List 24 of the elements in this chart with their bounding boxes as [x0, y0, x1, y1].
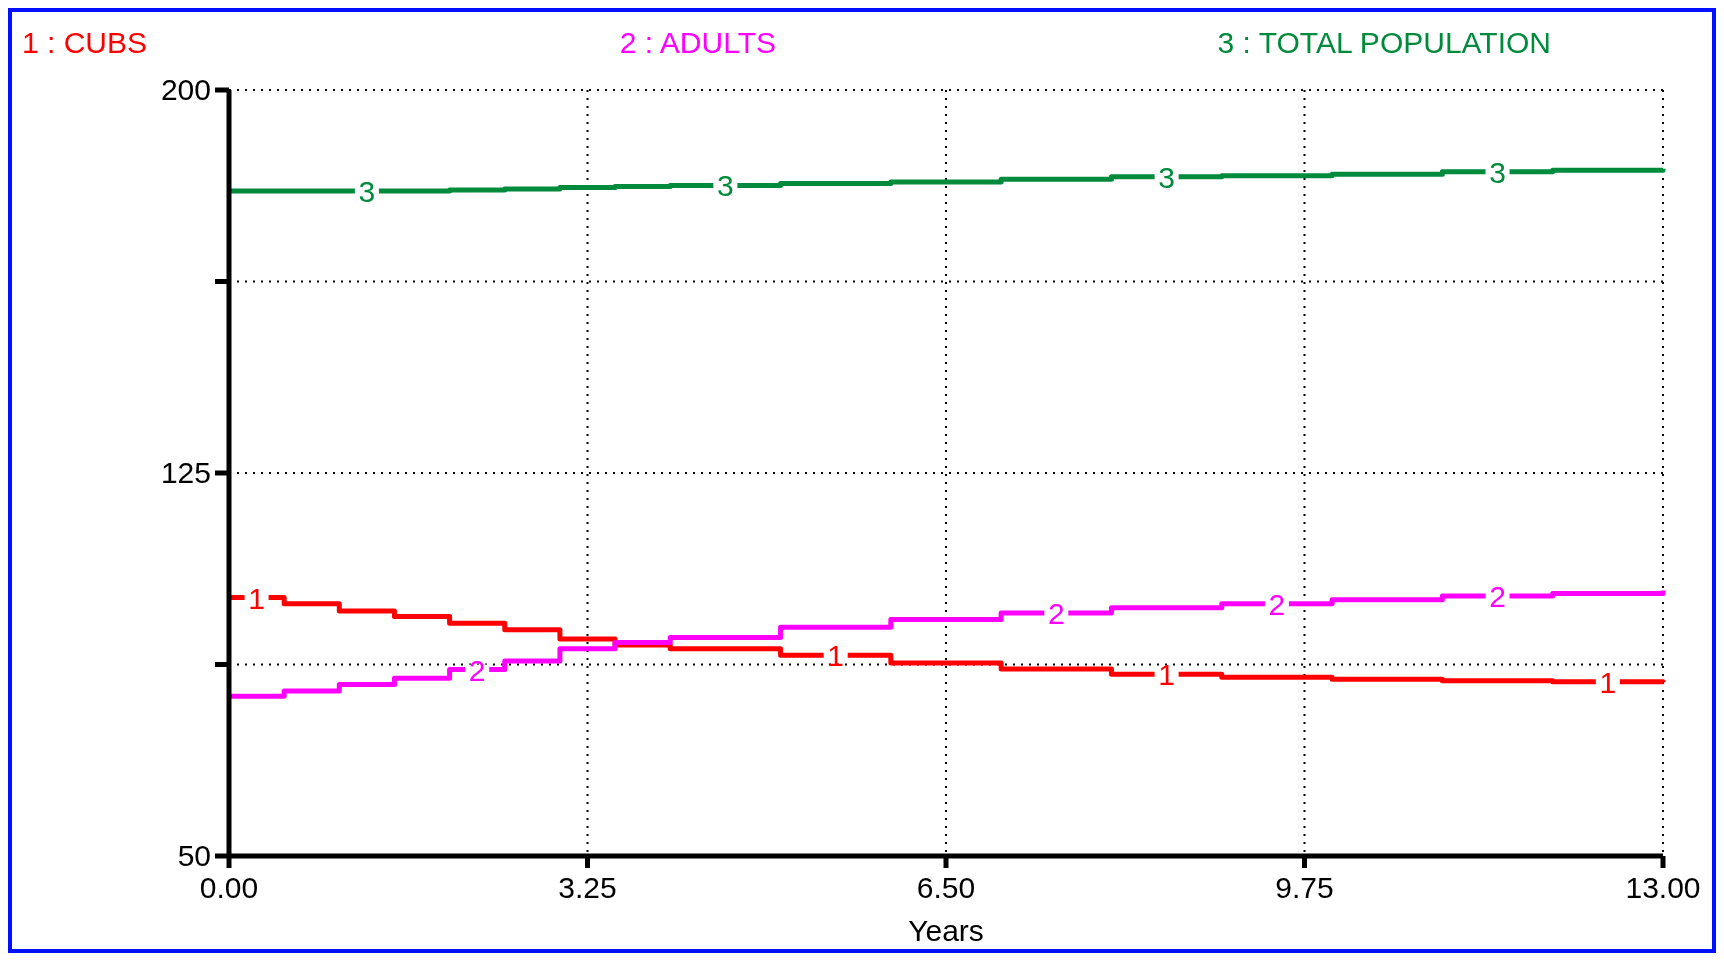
y-tick-label: 125 [160, 456, 211, 489]
annotation: 3 [1489, 155, 1506, 189]
annotation: 2 [1489, 580, 1506, 614]
text: 3 : TOTAL POPULATION [1217, 26, 1552, 59]
x-tick-label: 9.75 [1275, 871, 1334, 904]
annotation: 1 [248, 581, 265, 615]
annotation: 1 [1158, 658, 1175, 692]
text: 1 : CUBS [22, 26, 148, 59]
text: 2 : ADULTS [619, 26, 776, 59]
annotation: 2 [468, 653, 486, 687]
x-tick-label: 3.25 [558, 871, 617, 904]
annotation: 2 [1268, 587, 1286, 621]
x-tick-label: 6.50 [916, 871, 976, 904]
y-tick-label: 200 [160, 73, 211, 106]
y-tick-label: 50 [177, 839, 211, 872]
x-tick-label: 13.00 [1625, 871, 1701, 904]
annotation: 3 [358, 175, 376, 209]
annotation: 3 [1158, 160, 1175, 194]
annotation: 2 [1047, 596, 1065, 630]
annotation: 1 [1599, 665, 1617, 699]
x-tick-label: 0.00 [199, 871, 259, 904]
annotation: 3 [717, 169, 734, 203]
x-axis-title: Years [908, 914, 984, 947]
annotation: 1 [827, 639, 845, 673]
